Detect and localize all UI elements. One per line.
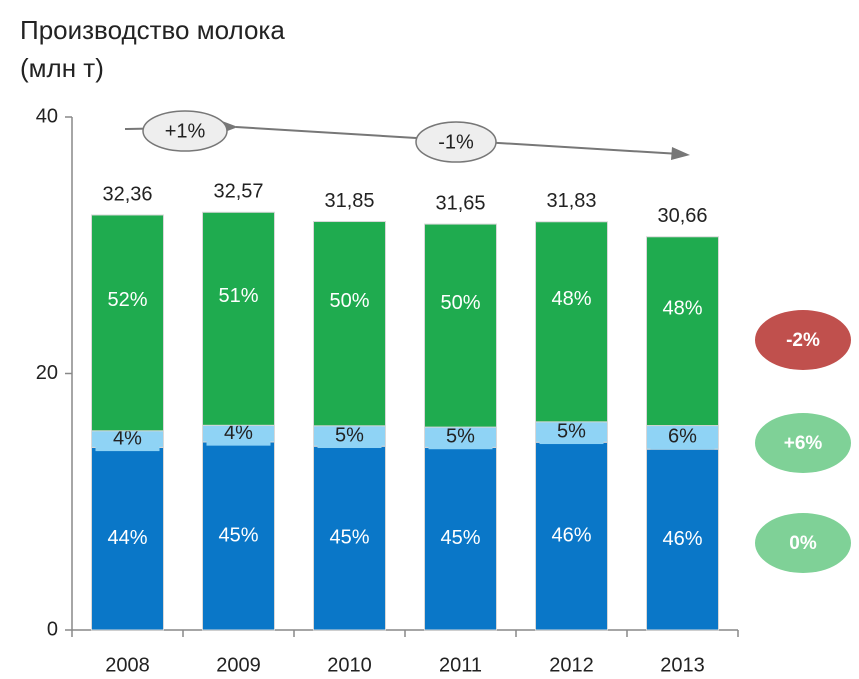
bar-segment (91, 214, 164, 432)
total-label: 32,36 (102, 183, 152, 205)
trend-badge (415, 121, 497, 163)
share-label: 50% (329, 290, 369, 312)
label-box (650, 425, 715, 450)
total-label: 31,65 (435, 192, 485, 214)
y-tick-label: 0 (47, 618, 58, 640)
bar-segment (646, 448, 719, 631)
y-tick-label: 40 (36, 105, 58, 127)
total-label: 31,85 (324, 190, 374, 212)
change-badge (755, 310, 851, 370)
bar-segment (91, 446, 164, 631)
change-label: -2% (786, 330, 820, 351)
share-label: 5% (557, 420, 586, 442)
share-label: 48% (551, 288, 591, 310)
share-label: 50% (440, 292, 480, 314)
x-tick-label: 2009 (216, 654, 261, 676)
bar-segment (313, 221, 386, 427)
share-label: 46% (662, 528, 702, 550)
share-label: 5% (335, 424, 364, 446)
share-label: 4% (224, 422, 253, 444)
share-label: 51% (218, 285, 258, 307)
bar-segment (646, 236, 719, 427)
share-label: 46% (551, 524, 591, 546)
trend-label: +1% (165, 120, 206, 142)
x-tick-label: 2011 (439, 654, 482, 676)
bar-segment (202, 441, 275, 631)
trend-arrowhead (671, 147, 690, 160)
change-badge (755, 513, 851, 573)
label-box (539, 420, 604, 445)
share-label: 45% (440, 527, 480, 549)
total-label: 30,66 (657, 205, 707, 227)
chart-title: Производство молока (20, 15, 285, 45)
change-label: 0% (789, 533, 817, 554)
label-box (428, 425, 493, 450)
bar-segment (424, 446, 497, 631)
bar-segment (535, 441, 608, 631)
trend-badge (142, 110, 228, 152)
trend-label: -1% (438, 131, 474, 153)
bar-segment (535, 221, 608, 423)
total-label: 32,57 (213, 181, 263, 203)
share-label: 52% (107, 289, 147, 311)
bar-segment (424, 223, 497, 428)
label-box (317, 424, 382, 449)
share-label: 48% (662, 297, 702, 319)
x-tick-label: 2008 (105, 654, 150, 676)
share-label: 4% (113, 427, 142, 449)
share-label: 6% (668, 426, 697, 448)
share-label: 45% (218, 524, 258, 546)
x-tick-label: 2010 (327, 654, 372, 676)
bar-segment (202, 211, 275, 426)
share-label: 44% (107, 527, 147, 549)
x-tick-label: 2012 (549, 654, 594, 676)
y-tick-label: 20 (36, 362, 58, 384)
x-tick-label: 2013 (660, 654, 705, 676)
bar-segment (313, 445, 386, 631)
chart-subtitle: (млн т) (20, 53, 104, 83)
share-label: 45% (329, 526, 369, 548)
change-badge (755, 413, 851, 473)
change-label: +6% (784, 433, 823, 454)
share-label: 5% (446, 426, 475, 448)
total-label: 31,83 (546, 190, 596, 212)
